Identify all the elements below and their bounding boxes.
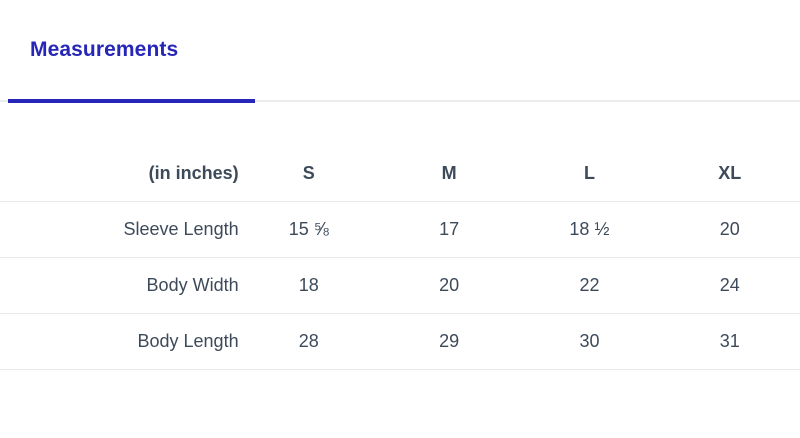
table-body: Sleeve Length 15 ⅝ 17 18 ½ 20 Body Width… [0,201,800,370]
cell-body-width-s: 18 [238,257,379,314]
cell-sleeve-length-m: 17 [378,201,520,258]
cell-body-width-m: 20 [378,257,520,314]
column-header-unit: (in inches) [0,146,239,202]
measurements-table: (in inches) S M L XL Sleeve Length 15 ⅝ … [0,146,800,370]
section-header: Measurements [0,38,800,103]
table-header-row: (in inches) S M L XL [0,146,800,202]
cell-sleeve-length-xl: 20 [659,201,800,258]
table-header: (in inches) S M L XL [0,146,800,202]
column-header-s: S [238,146,379,202]
table-row: Body Length 28 29 30 31 [0,313,800,370]
cell-body-length-s: 28 [238,313,379,370]
row-label-body-length: Body Length [0,313,239,370]
cell-body-length-xl: 31 [659,313,800,370]
column-header-xl: XL [659,146,800,202]
page-title: Measurements [30,38,179,61]
cell-body-length-l: 30 [519,313,660,370]
cell-sleeve-length-l: 18 ½ [519,201,660,258]
column-header-m: M [378,146,520,202]
row-label-sleeve-length: Sleeve Length [0,201,239,258]
header-divider [0,100,800,102]
cell-body-width-l: 22 [519,257,660,314]
table-row: Sleeve Length 15 ⅝ 17 18 ½ 20 [0,201,800,258]
row-label-body-width: Body Width [0,257,239,314]
cell-body-length-m: 29 [378,313,520,370]
cell-body-width-xl: 24 [659,257,800,314]
column-header-l: L [519,146,660,202]
cell-sleeve-length-s: 15 ⅝ [238,201,379,258]
header-active-underline [8,99,255,103]
table-row: Body Width 18 20 22 24 [0,257,800,314]
